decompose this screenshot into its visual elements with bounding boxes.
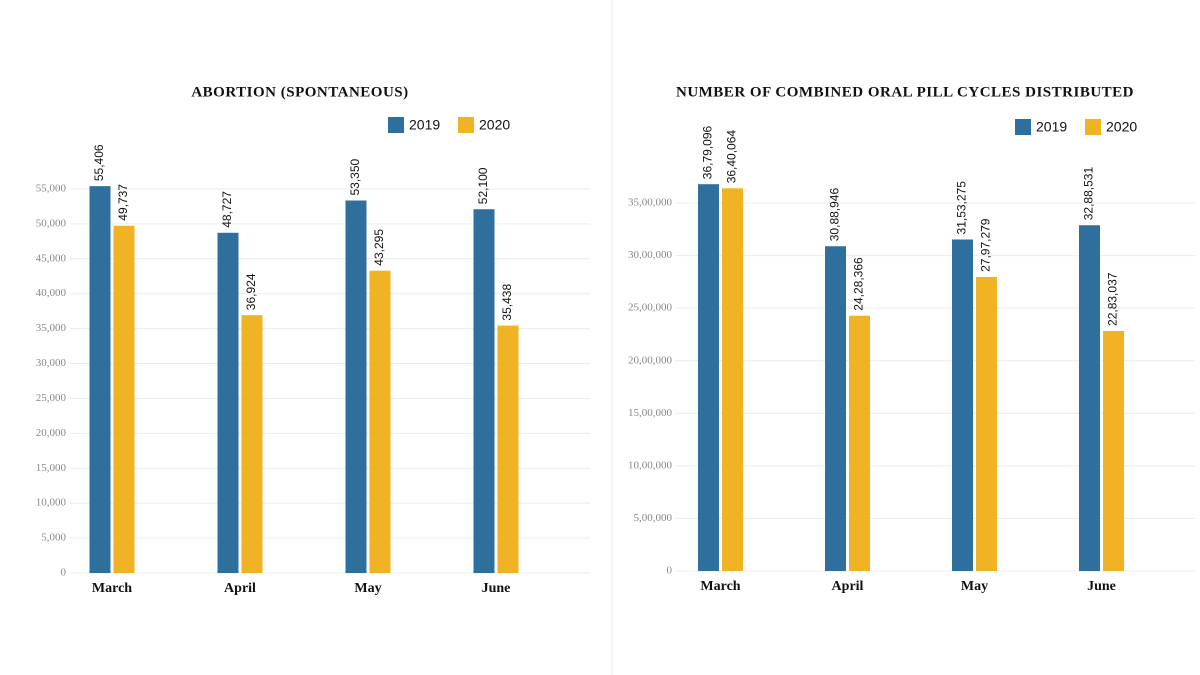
x-tick-label: April [224,581,256,596]
x-tick-label: May [961,579,988,594]
value-label: 52,100 [476,167,490,204]
bar [345,200,367,573]
x-tick-label: May [354,581,381,596]
value-label: 55,406 [92,144,106,181]
bar [1079,225,1100,572]
x-tick-label: March [92,581,132,596]
legend-swatch [1015,119,1031,135]
y-tick-label: 55,000 [36,183,67,195]
y-tick-label: 15,00,000 [628,407,673,419]
x-tick-label: June [482,581,511,596]
y-tick-label: 0 [667,565,673,577]
y-tick-label: 50,000 [36,217,67,229]
value-label: 35,438 [500,284,514,321]
y-tick-label: 0 [61,567,67,579]
value-label: 27,97,279 [979,218,993,272]
y-tick-label: 30,000 [36,357,67,369]
bar [89,186,111,573]
legend-swatch [458,117,474,133]
bar [825,246,846,572]
value-label: 49,737 [116,184,130,221]
bar [473,209,495,574]
value-label: 32,88,531 [1082,167,1096,221]
legend-label: 2020 [1106,119,1137,135]
bar [217,232,239,573]
value-label: 22,83,037 [1106,272,1120,326]
bar [976,276,997,571]
value-label: 53,350 [348,158,362,195]
x-tick-label: March [700,579,740,594]
value-label: 24,28,366 [852,257,866,311]
y-tick-label: 15,000 [36,462,67,474]
legend-label: 2019 [409,117,440,133]
y-tick-label: 20,000 [36,427,67,439]
y-tick-label: 5,000 [41,532,66,544]
y-tick-label: 35,000 [36,322,67,334]
y-tick-label: 40,000 [36,287,67,299]
x-tick-label: June [1087,579,1116,594]
value-label: 31,53,275 [955,181,969,235]
bar [369,270,391,573]
value-label: 30,88,946 [828,188,842,242]
y-tick-label: 5,00,000 [634,512,673,524]
bar [241,315,263,573]
bar [1103,330,1124,571]
value-label: 36,40,064 [725,130,739,184]
bar [698,184,719,571]
y-tick-label: 25,000 [36,392,67,404]
bar [497,325,519,573]
bar [722,188,743,571]
bar [849,315,870,571]
value-label: 48,727 [220,191,234,228]
y-tick-label: 30,00,000 [628,249,673,261]
chart-title: NUMBER OF COMBINED ORAL PILL CYCLES DIST… [676,84,1134,100]
y-tick-label: 10,00,000 [628,459,673,471]
legend-swatch [388,117,404,133]
y-tick-label: 10,000 [36,497,67,509]
x-tick-label: April [832,579,864,594]
legend-label: 2019 [1036,119,1067,135]
y-tick-label: 20,00,000 [628,354,673,366]
value-label: 36,79,096 [701,125,715,179]
y-tick-label: 45,000 [36,252,67,264]
chart-title: ABORTION (SPONTANEOUS) [191,84,408,100]
bar [113,225,135,573]
legend-swatch [1085,119,1101,135]
value-label: 36,924 [244,273,258,310]
bar [952,239,973,571]
value-label: 43,295 [372,229,386,266]
y-tick-label: 35,00,000 [628,197,673,209]
legend-label: 2020 [479,117,510,133]
y-tick-label: 25,00,000 [628,302,673,314]
